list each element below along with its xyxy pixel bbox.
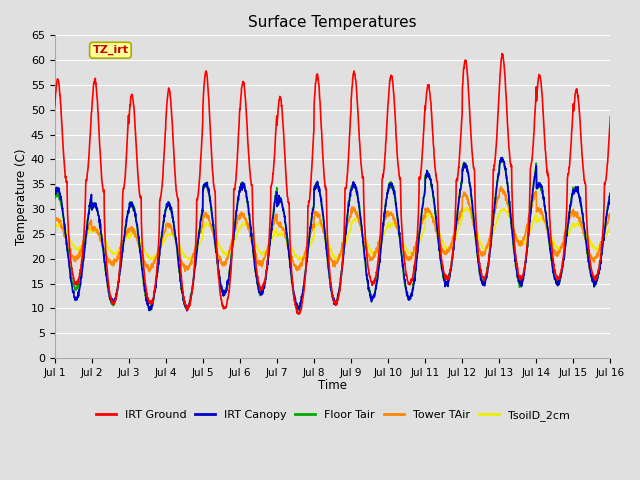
Title: Surface Temperatures: Surface Temperatures [248, 15, 417, 30]
Y-axis label: Temperature (C): Temperature (C) [15, 148, 28, 245]
X-axis label: Time: Time [318, 379, 347, 392]
Text: TZ_irt: TZ_irt [92, 45, 129, 55]
Legend: IRT Ground, IRT Canopy, Floor Tair, Tower TAir, TsoilD_2cm: IRT Ground, IRT Canopy, Floor Tair, Towe… [92, 406, 574, 425]
